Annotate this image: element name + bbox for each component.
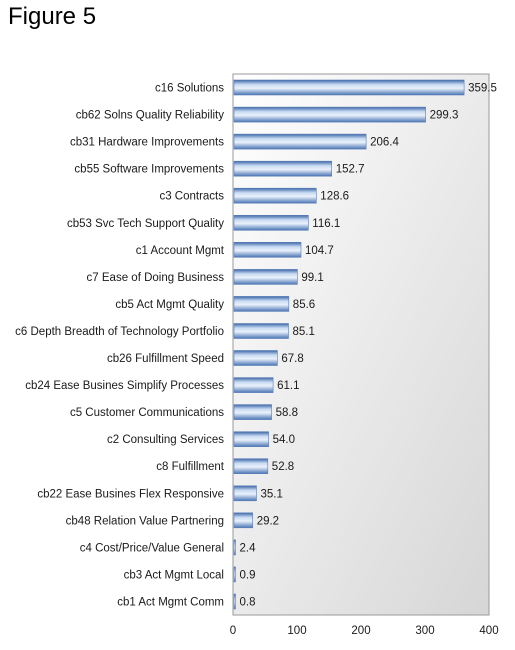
value-label: 152.7 [336, 164, 365, 176]
x-tick-label: 100 [287, 625, 306, 637]
value-label: 99.1 [301, 272, 323, 284]
bar [233, 485, 257, 502]
category-label: cb22 Ease Busines Flex Responsive [37, 488, 224, 500]
bar [233, 458, 269, 475]
category-label: cb62 Solns Quality Reliability [76, 110, 225, 122]
figure-title: Figure 5 [8, 3, 97, 30]
value-label: 54.0 [273, 434, 295, 446]
bar [233, 377, 274, 393]
plot-area [232, 73, 490, 616]
value-label: 67.8 [281, 353, 303, 365]
bar [233, 187, 317, 204]
category-label: c6 Depth Breadth of Technology Portfolio [15, 326, 224, 338]
value-label: 299.3 [430, 110, 459, 122]
bar [233, 431, 269, 448]
category-label: cb26 Fulfillment Speed [107, 353, 224, 365]
category-label: c7 Ease of Doing Business [87, 272, 225, 284]
bar [233, 539, 236, 556]
bar [233, 350, 278, 366]
bar [233, 323, 289, 339]
category-label: cb5 Act Mgmt Quality [115, 299, 224, 311]
category-label: c4 Cost/Price/Value General [80, 542, 224, 554]
value-label: 61.1 [277, 380, 299, 392]
value-label: 85.6 [293, 299, 315, 311]
x-tick-label: 300 [415, 625, 434, 637]
bar [233, 242, 302, 258]
value-label: 0.8 [240, 597, 256, 609]
bar [233, 512, 254, 529]
category-label: c2 Consulting Services [107, 434, 224, 446]
bar [233, 79, 465, 96]
bar [233, 404, 272, 420]
bar [233, 215, 309, 231]
value-label: 104.7 [305, 245, 334, 257]
bar [233, 269, 298, 285]
category-label: cb31 Hardware Improvements [70, 137, 224, 149]
value-label: 206.4 [370, 137, 399, 149]
category-label: c8 Fulfillment [156, 461, 225, 473]
category-label: cb3 Act Mgmt Local [124, 569, 224, 581]
bar [233, 593, 236, 610]
x-tick-label: 200 [351, 625, 370, 637]
category-label: cb24 Ease Busines Simplify Processes [25, 380, 224, 392]
value-label: 35.1 [261, 488, 283, 500]
value-label: 52.8 [272, 461, 294, 473]
value-label: 29.2 [257, 515, 279, 527]
bar [233, 566, 236, 583]
category-label: c5 Customer Communications [70, 407, 224, 419]
category-label: cb48 Relation Value Partnering [66, 515, 224, 527]
value-label: 359.5 [468, 83, 497, 95]
value-label: 85.1 [293, 326, 315, 338]
bar [233, 296, 290, 312]
category-label: c3 Contracts [159, 191, 224, 203]
bar [233, 106, 426, 123]
value-label: 128.6 [320, 191, 349, 203]
category-label: cb53 Svc Tech Support Quality [67, 218, 224, 230]
category-label: c1 Account Mgmt [136, 245, 225, 257]
value-label: 58.8 [276, 407, 298, 419]
bar [233, 133, 367, 150]
category-label: c16 Solutions [155, 83, 224, 95]
x-tick-label: 0 [230, 625, 236, 637]
value-label: 0.9 [240, 569, 256, 581]
value-label: 116.1 [312, 218, 340, 230]
bar [233, 160, 332, 177]
category-label: cb55 Software Improvements [74, 164, 224, 176]
category-label: cb1 Act Mgmt Comm [117, 597, 224, 609]
x-tick-label: 400 [479, 625, 498, 637]
value-label: 2.4 [240, 542, 257, 554]
